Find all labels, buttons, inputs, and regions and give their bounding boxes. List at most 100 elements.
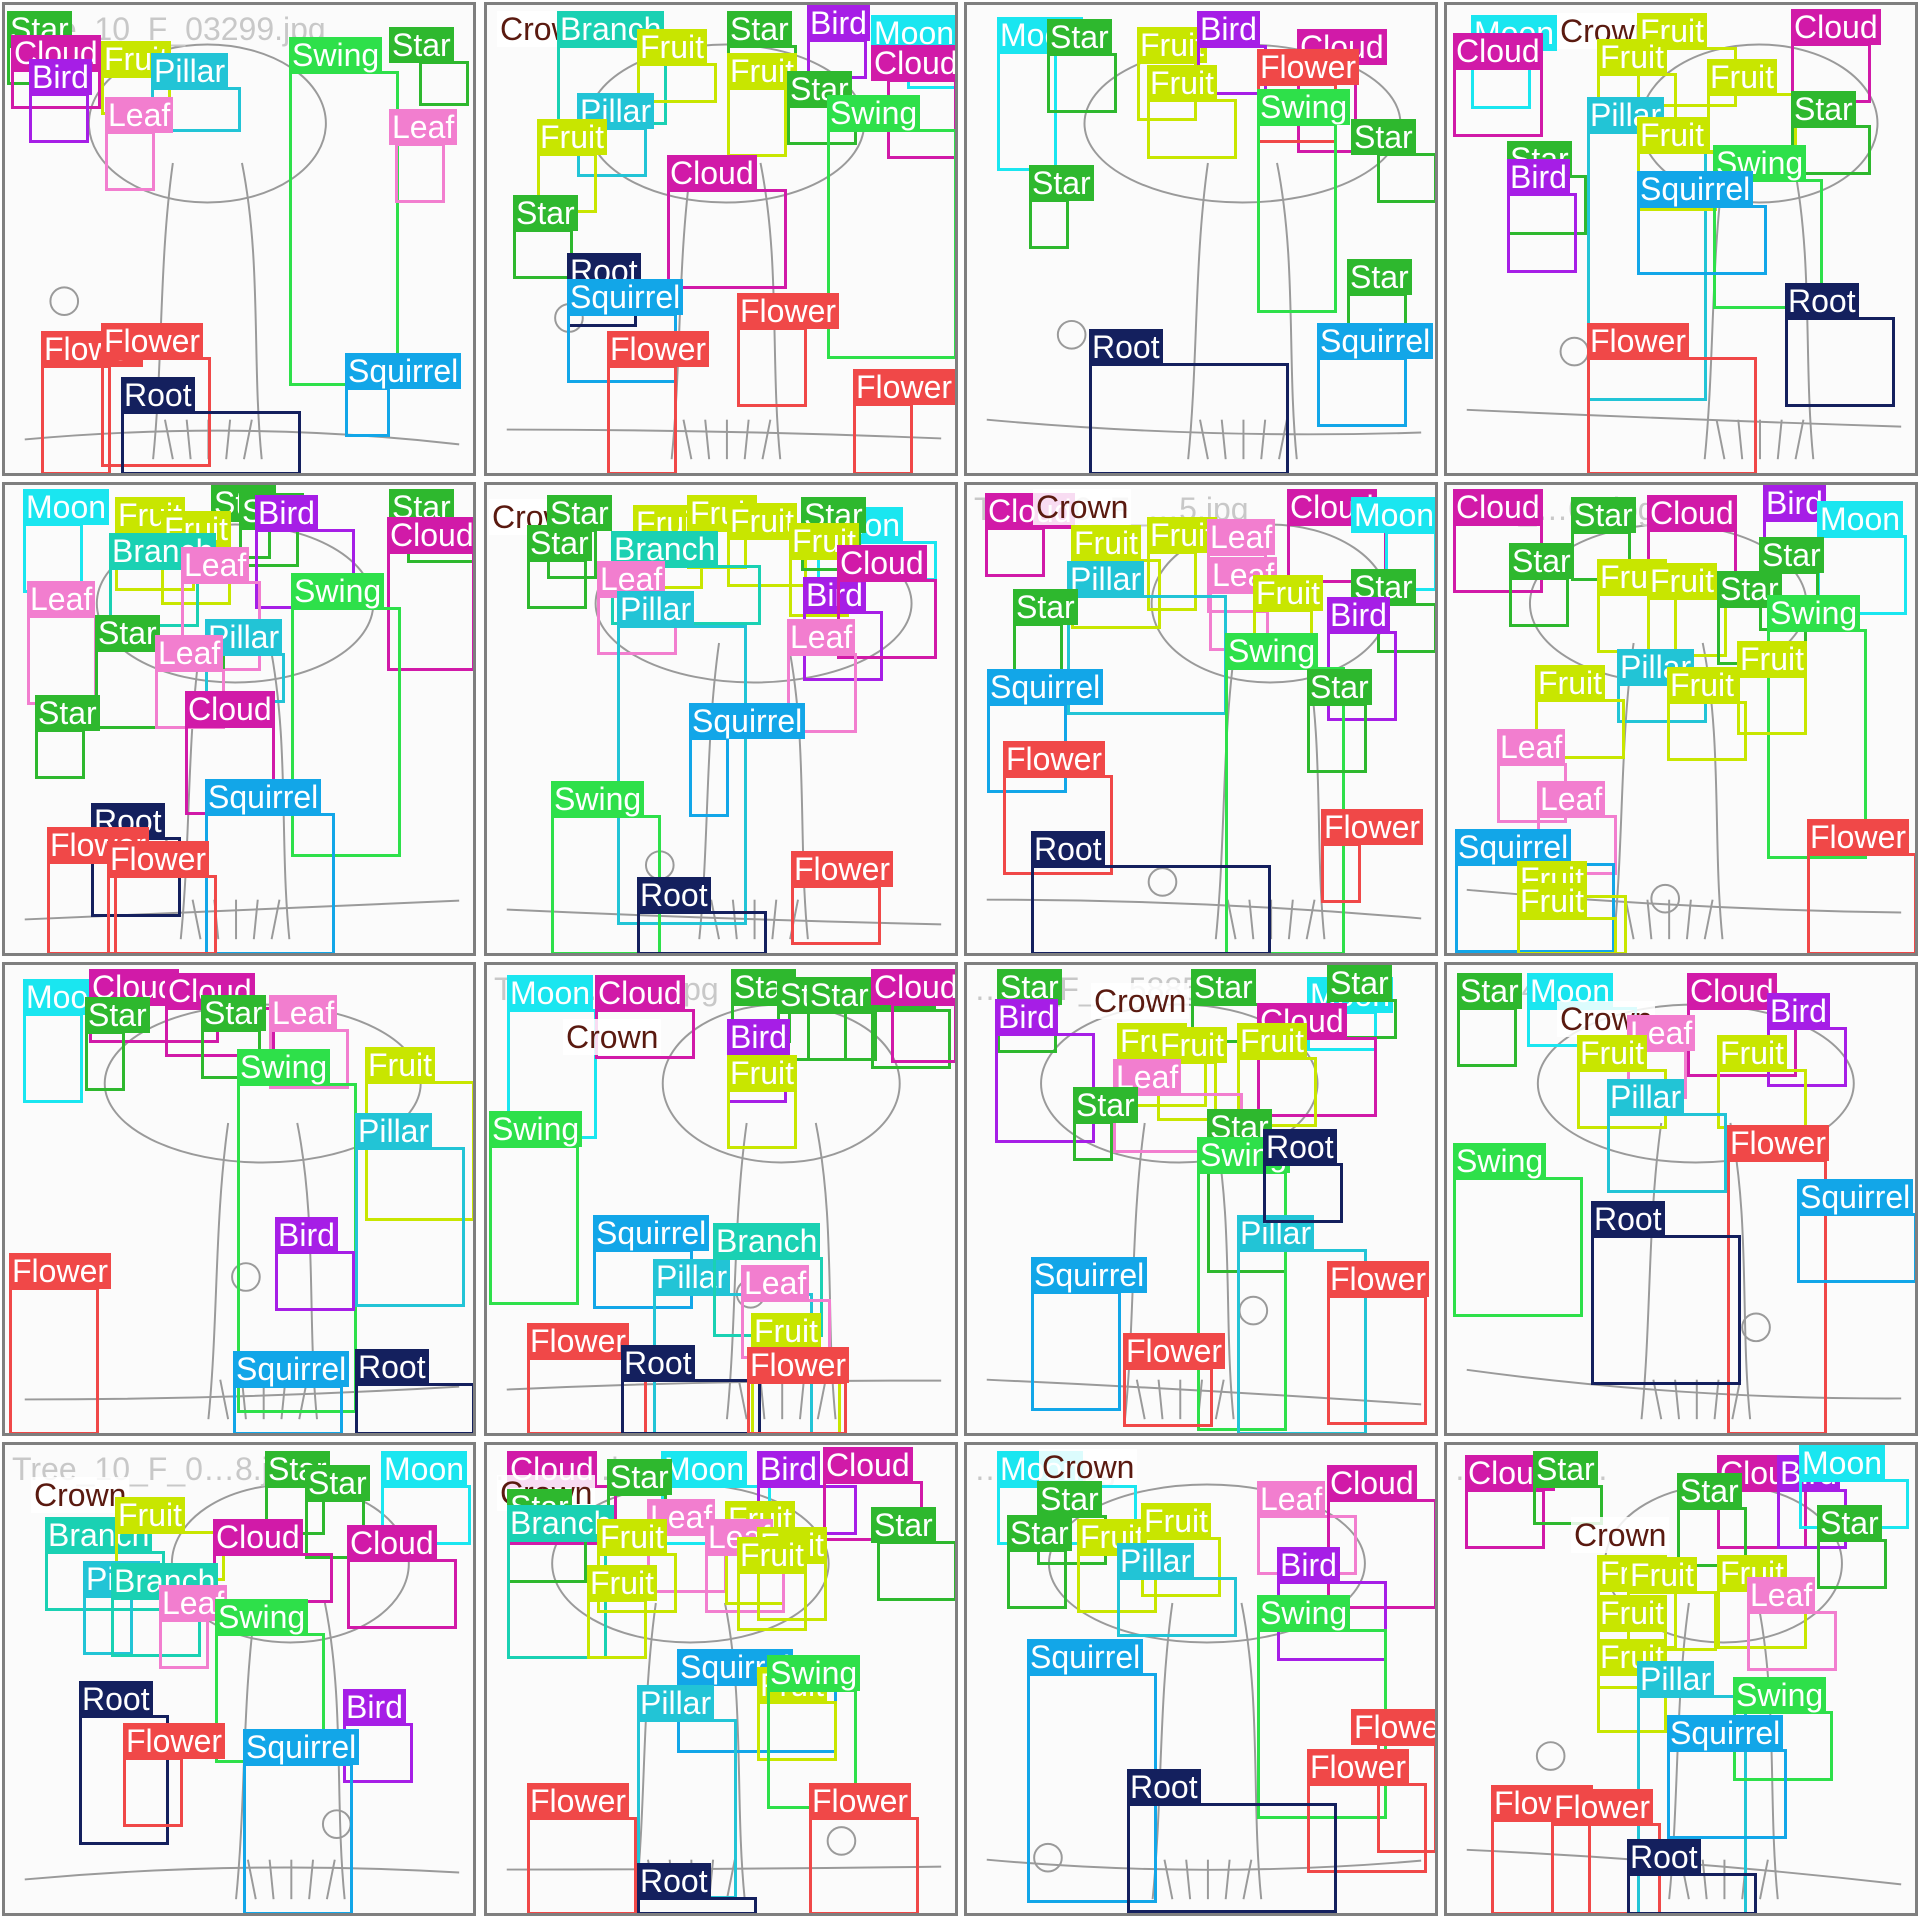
class-label: Bird — [343, 1689, 406, 1725]
class-label: Root — [1089, 329, 1163, 365]
class-label: Fruit — [1637, 13, 1707, 49]
class-label: Squirrel — [567, 279, 684, 315]
bounding-box — [105, 131, 155, 191]
class-label: Fruit — [727, 503, 797, 539]
class-label: Star — [1457, 973, 1522, 1009]
class-label: Leaf — [1257, 1481, 1326, 1517]
bounding-box — [355, 1147, 465, 1307]
class-label: Fruit — [1535, 665, 1605, 701]
class-label: Cloud — [595, 975, 685, 1011]
bounding-box — [587, 1599, 647, 1659]
bounding-box — [355, 1383, 473, 1433]
class-label: Star — [201, 995, 266, 1031]
class-label: Squirrel — [205, 779, 322, 815]
class-label: Leaf — [1207, 519, 1276, 555]
class-label: Swing — [1733, 1677, 1827, 1713]
class-label: Leaf — [1747, 1577, 1816, 1613]
class-label: Flower — [1587, 323, 1690, 359]
bounding-box — [1307, 703, 1367, 773]
bounding-box — [27, 615, 97, 705]
bounding-box — [737, 327, 807, 407]
class-label: Leaf — [105, 97, 174, 133]
bounding-box — [1327, 1295, 1427, 1425]
class-label: Flower — [527, 1783, 630, 1819]
class-label: Flower — [1551, 1789, 1654, 1825]
class-label: Flower — [9, 1253, 112, 1289]
bounding-box — [1667, 1749, 1787, 1839]
class-label: Swing — [489, 1111, 583, 1147]
class-label: Swing — [291, 573, 385, 609]
class-label: Fruit — [1717, 1035, 1787, 1071]
class-label: Star — [527, 525, 592, 561]
bounding-box — [1457, 1007, 1517, 1067]
class-label: Moon — [23, 489, 110, 525]
bounding-box — [689, 737, 729, 817]
bounding-box — [791, 885, 881, 945]
class-label: Flower — [107, 841, 210, 877]
class-label: Cloud — [1453, 489, 1543, 525]
class-label: Star — [871, 1507, 936, 1543]
class-label: Fruit — [637, 29, 707, 65]
class-label: Fruit — [1627, 1557, 1697, 1593]
bounding-box — [637, 1897, 757, 1913]
bounding-box — [1089, 363, 1289, 473]
class-label: Flower — [1307, 1749, 1410, 1785]
bounding-box — [1317, 357, 1407, 427]
class-label: Star — [1351, 119, 1416, 155]
bounding-box — [1807, 853, 1915, 953]
class-label: Fruit — [597, 1519, 667, 1555]
bounding-box — [419, 61, 469, 106]
class-label: Cloud — [347, 1525, 437, 1561]
class-label: Flower — [1351, 1709, 1435, 1745]
class-label: Swing — [237, 1049, 331, 1085]
class-label: Star — [807, 977, 872, 1013]
class-label: Squirrel — [1667, 1715, 1784, 1751]
class-label: Swing — [1453, 1143, 1547, 1179]
image-tile: Tree_…06.jpg Cloud Cloud Star Bird Moon Star St… — [1444, 482, 1918, 956]
class-label: Pillar — [637, 1685, 715, 1721]
class-label: Flower — [1321, 809, 1424, 845]
bounding-box — [1667, 701, 1747, 761]
bounding-box — [1257, 123, 1337, 313]
class-label: Cloud — [1453, 33, 1543, 69]
class-label: Flower — [607, 331, 710, 367]
bounding-box — [985, 527, 1045, 577]
class-label: Star — [85, 997, 150, 1033]
bounding-box — [1321, 843, 1361, 903]
class-label: Squirrel — [243, 1729, 360, 1765]
class-label: Bird — [29, 59, 92, 95]
class-label: Root — [621, 1345, 695, 1381]
class-label: Fruit — [1707, 59, 1777, 95]
image-tile: Moon Star Fruit Bird Cloud Fruit Flower Swing St… — [964, 2, 1438, 476]
class-label: Bird — [255, 495, 318, 531]
class-label: Cloud — [213, 1519, 303, 1555]
class-label: Branch — [713, 1223, 821, 1259]
class-label: Leaf — [787, 619, 856, 655]
class-label: Star — [607, 1459, 672, 1495]
bounding-box — [737, 1571, 807, 1631]
class-label: Swing — [1257, 1595, 1351, 1631]
class-label: Fruit — [537, 119, 607, 155]
class-label: Squirrel — [233, 1351, 350, 1387]
class-label: Cloud — [871, 969, 955, 1005]
bounding-box — [1147, 99, 1237, 159]
class-label: Squirrel — [1317, 323, 1434, 359]
bounding-box — [807, 1011, 877, 1061]
bounding-box — [159, 1619, 209, 1669]
class-label: Moon — [1351, 497, 1435, 533]
class-label: Fruit — [1147, 65, 1217, 101]
class-label: Bird — [757, 1451, 820, 1487]
crown-label: Crown — [563, 1019, 662, 1055]
class-label: Fruit — [365, 1047, 435, 1083]
class-label: Star — [1307, 669, 1372, 705]
class-label: Cloud — [871, 45, 955, 81]
class-label: Pillar — [1067, 561, 1145, 597]
class-label: Swing — [1257, 89, 1351, 125]
bounding-box — [9, 1287, 99, 1433]
bounding-box — [1007, 1549, 1067, 1609]
bounding-box — [345, 387, 390, 437]
image-tile: Moon Cloud Cloud Star Star Leaf Swing Fruit Pill… — [2, 962, 476, 1436]
class-label: Leaf — [389, 109, 458, 145]
class-label: Root — [637, 1863, 711, 1899]
class-label: Root — [1591, 1201, 1665, 1237]
